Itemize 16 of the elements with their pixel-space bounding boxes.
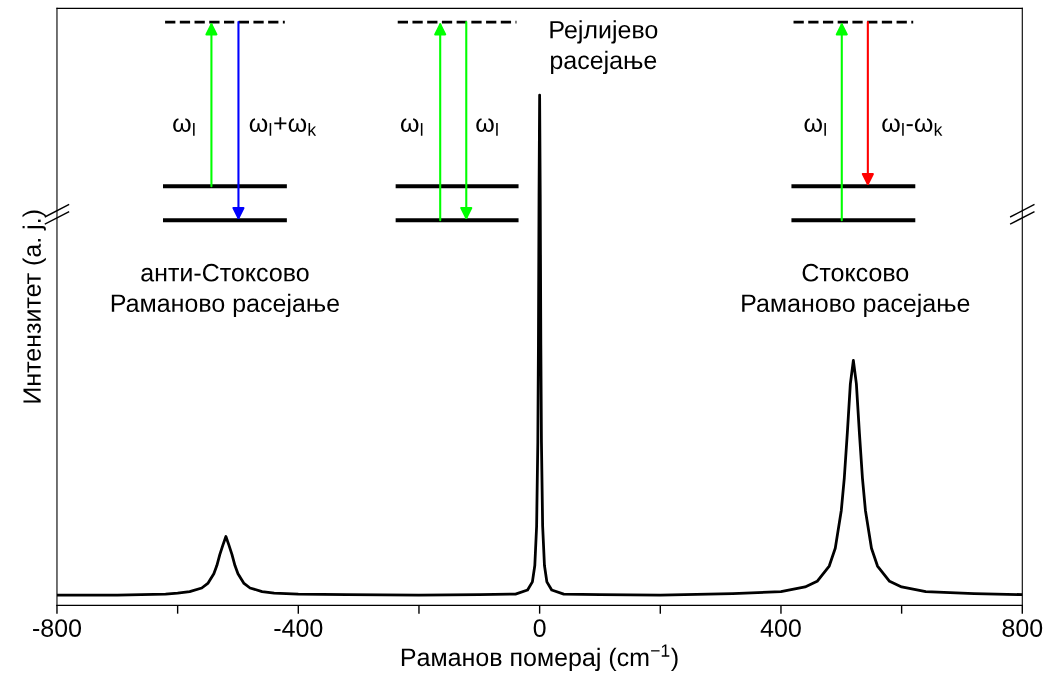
annotation: ω$_{l}$-ω$_{k}$: [882, 118, 943, 136]
annotation: ω$_{l}$+ω$_{k}$: [249, 117, 317, 136]
annotation: ω$_{l}$: [173, 118, 195, 136]
text: Рејлијево расејање: [550, 20, 658, 75]
x-tick-label: 400: [760, 619, 801, 637]
annotation: ω$_{l}$: [476, 118, 498, 136]
x-tick-label: 800: [1002, 619, 1043, 637]
annotation: Стоксово Раманово расејање: [742, 263, 970, 318]
x-tick-label: -800: [33, 619, 82, 637]
annotation: ω$_{l}$: [400, 118, 423, 136]
annotation: ω$_{l}$: [804, 118, 826, 136]
x-tick-label: -400: [274, 619, 323, 637]
y-axis-title: Интензитет (а. ј.): [22, 210, 46, 403]
x-tick-label: 0: [533, 619, 546, 637]
annotation: анти-Стоксово Раманово расејање: [111, 263, 339, 318]
x-axis-title: Раманов померај (cm$^{−1}$): [401, 644, 678, 672]
